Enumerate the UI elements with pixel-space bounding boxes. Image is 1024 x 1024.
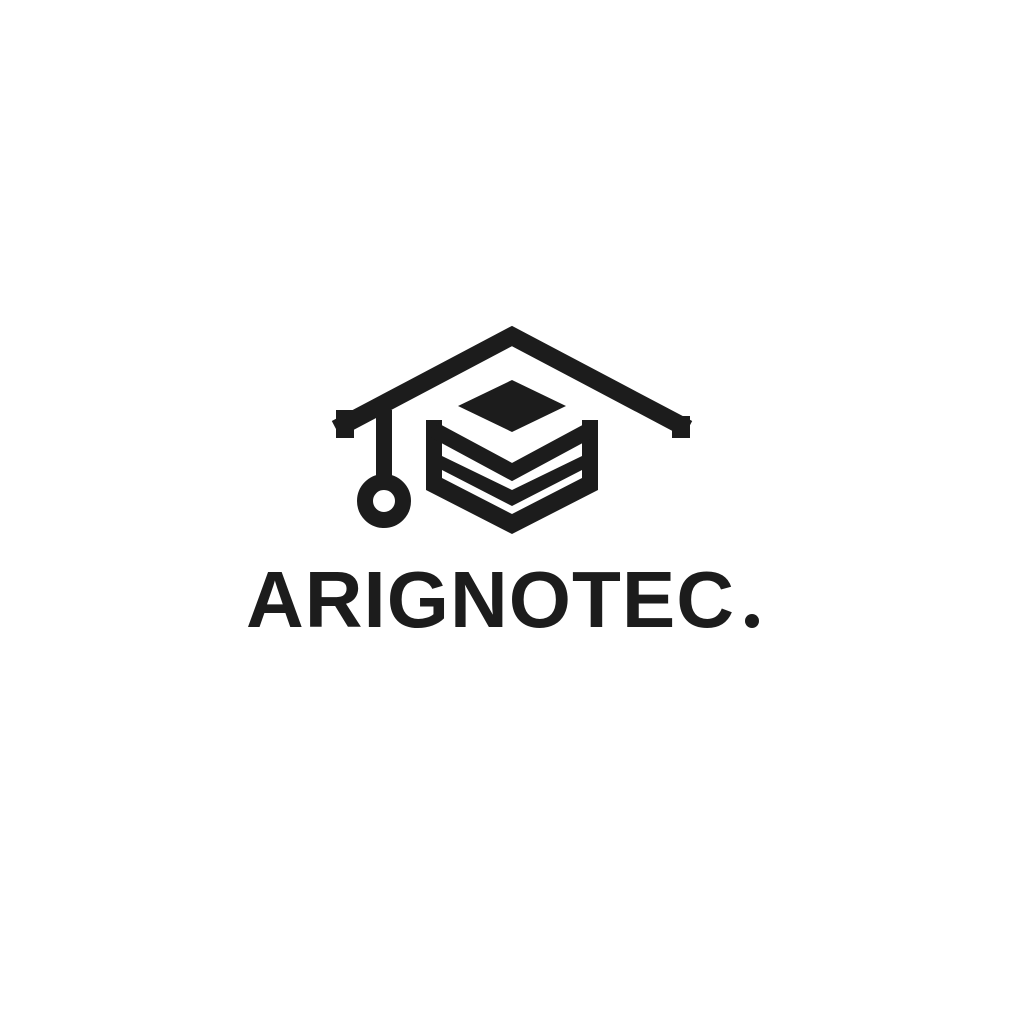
cap-chevron xyxy=(430,422,594,482)
roof-outline xyxy=(331,325,693,437)
brand-wordmark: ARIGNOTEC xyxy=(246,560,786,640)
brand-name: ARIGNOTEC xyxy=(246,555,735,644)
right-eave xyxy=(672,416,690,438)
cap-body xyxy=(426,420,598,534)
tassel-cord xyxy=(376,410,392,480)
left-eave xyxy=(336,410,354,438)
tassel-ring xyxy=(357,474,411,528)
brand-dot xyxy=(745,614,759,628)
cap-top-diamond xyxy=(458,380,566,432)
